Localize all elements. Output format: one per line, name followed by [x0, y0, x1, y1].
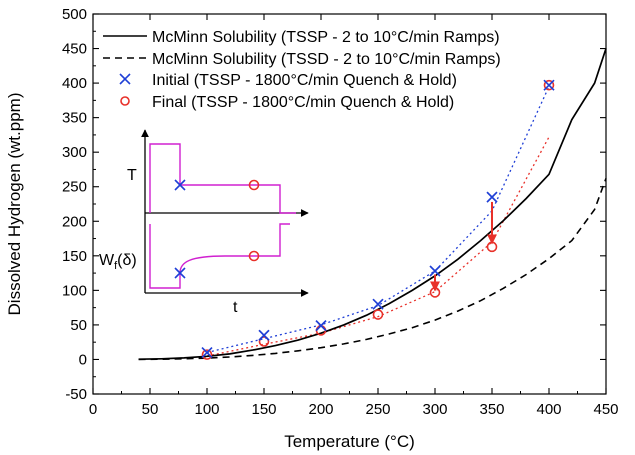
final-point — [258, 336, 270, 347]
legend-label-final: Final (TSSP - 1800°C/min Quench & Hold) — [152, 94, 454, 111]
final-point — [429, 287, 441, 298]
legend-label-initial: Initial (TSSP - 1800°C/min Quench & Hold… — [152, 72, 457, 89]
initial-point — [486, 191, 498, 203]
final-point — [372, 309, 384, 320]
x-tick-label: 50 — [142, 401, 159, 418]
fit-line — [206, 86, 550, 354]
inset-final-marker-bottom — [248, 250, 260, 262]
x-axis-label: Temperature (°C) — [284, 432, 415, 451]
inset-temperature-label: T — [127, 167, 137, 184]
y-tick-label: 100 — [62, 282, 87, 299]
series-layer — [138, 48, 607, 361]
x-tick-label: 450 — [593, 401, 618, 418]
initial-point — [372, 298, 384, 310]
initial-point — [543, 79, 555, 91]
x-tick-label: 100 — [194, 401, 219, 418]
initial-point — [201, 346, 213, 359]
y-tick-label: 200 — [62, 213, 87, 230]
x-tick-label: 400 — [536, 401, 561, 418]
y-tick-label: -50 — [65, 386, 87, 403]
x-tick-label: 250 — [365, 401, 390, 418]
initial-point — [315, 319, 327, 332]
initial-point — [429, 265, 441, 277]
y-tick-label: 400 — [62, 75, 87, 92]
y-tick-label: 300 — [62, 144, 87, 161]
inset-final-marker-top — [248, 179, 260, 191]
legend-label-tssd: McMinn Solubility (TSSD - 2 to 10°C/min … — [152, 51, 501, 68]
x-tick-label: 200 — [308, 401, 333, 418]
y-tick-label: 50 — [70, 317, 87, 334]
legend: McMinn Solubility (TSSP - 2 to 10°C/min … — [103, 29, 501, 111]
inset-time-label: t — [233, 299, 238, 316]
inset-schematic: T Wf(δ) t — [99, 129, 309, 316]
y-tick-label: 500 — [62, 6, 87, 23]
x-tick-label: 350 — [479, 401, 504, 418]
inset-initial-marker-bottom — [174, 267, 186, 279]
inset-initial-marker-top — [174, 179, 186, 191]
legend-marker-final — [120, 96, 130, 106]
final-point — [543, 79, 555, 91]
x-tick-label: 300 — [422, 401, 447, 418]
x-tick-label: 0 — [89, 401, 97, 418]
axis-ticks: 0 50 100 150 200 250 300 350 400 450-500501001502… — [62, 6, 619, 418]
y-tick-label: 350 — [62, 110, 87, 127]
y-tick-label: 150 — [62, 248, 87, 265]
tssd-curve — [138, 178, 607, 361]
final-point — [486, 241, 498, 253]
legend-label-tssp: McMinn Solubility (TSSP - 2 to 10°C/min … — [152, 29, 500, 46]
y-tick-label: 0 — [79, 351, 87, 368]
initial-point-stroke — [258, 329, 270, 341]
inset-wf-label: Wf(δ) — [99, 252, 137, 272]
plot-frame — [92, 13, 607, 395]
initial-point — [258, 329, 270, 341]
initial-point-stroke — [315, 319, 327, 332]
y-tick-label: 250 — [62, 179, 87, 196]
fit-line — [206, 136, 550, 357]
final-point — [201, 349, 213, 360]
initial-point-stroke — [372, 298, 384, 310]
y-tick-label: 450 — [62, 41, 87, 58]
inset-wf-trace — [149, 223, 290, 289]
initial-point-stroke — [201, 346, 213, 359]
legend-marker-initial — [119, 73, 131, 85]
x-tick-label: 150 — [251, 401, 276, 418]
initial-point-stroke — [429, 265, 441, 277]
inset-temperature-trace — [149, 143, 296, 214]
initial-point-stroke — [486, 191, 498, 203]
initial-point-stroke — [543, 79, 555, 91]
y-axis-label: Dissolved Hydrogen (wt.ppm) — [5, 93, 24, 316]
